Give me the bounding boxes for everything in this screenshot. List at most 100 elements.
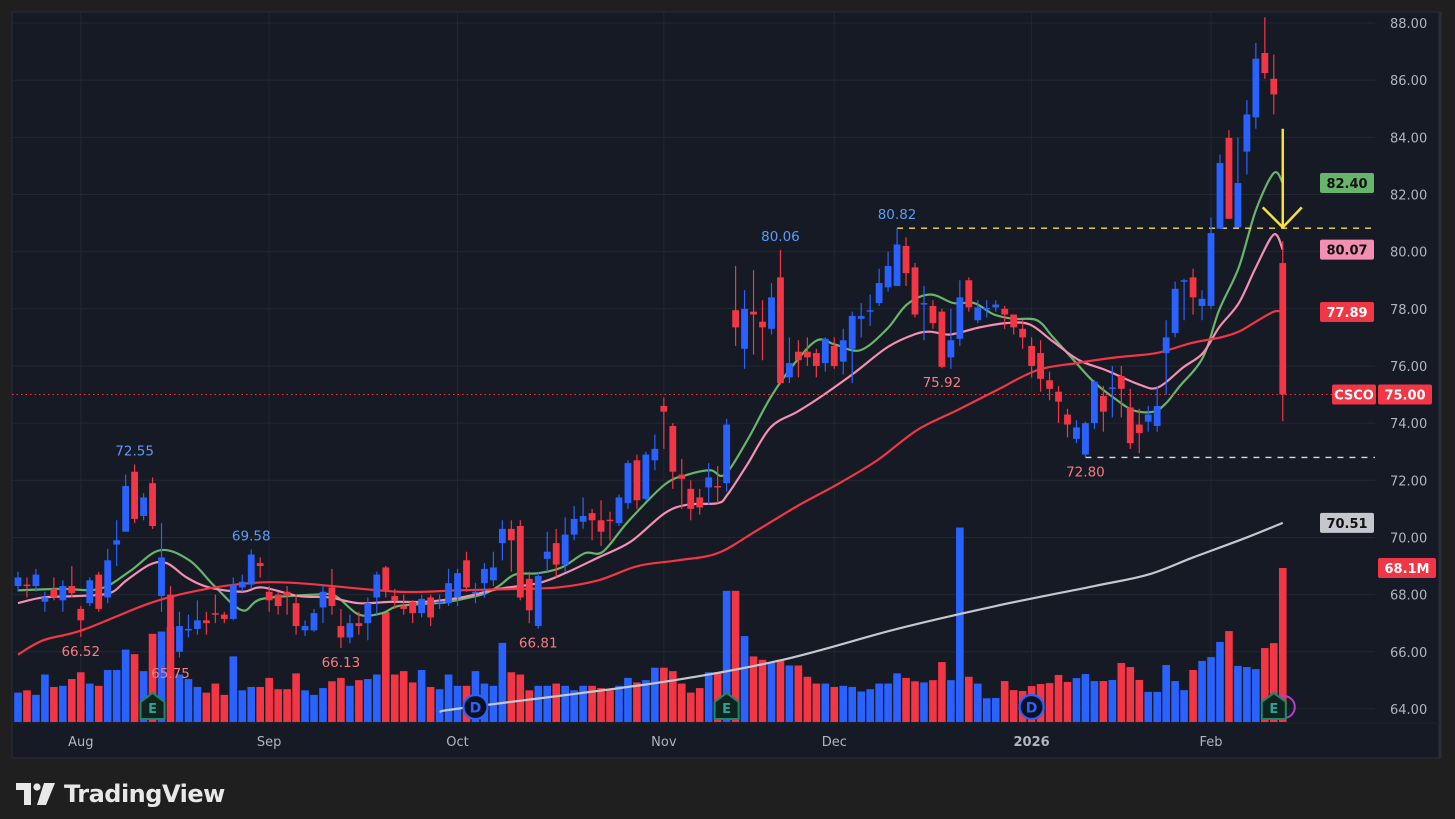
volume-bar — [991, 698, 1000, 722]
volume-bar — [695, 688, 704, 722]
candle-body — [400, 606, 408, 609]
candle — [1001, 305, 1009, 329]
volume-bar — [660, 667, 668, 722]
candle — [1117, 365, 1125, 418]
ma-value-badge-background — [1320, 239, 1374, 260]
candle — [660, 397, 668, 449]
price-tick-label: 88.00 — [1390, 17, 1427, 32]
candle-body — [1055, 391, 1062, 402]
candle — [194, 600, 201, 635]
candle-body — [104, 560, 112, 598]
candle — [786, 337, 793, 384]
candle-body — [140, 497, 147, 517]
time-axis[interactable]: Aug Sep Oct Nov Dec 2026 Feb — [68, 735, 1222, 750]
candle-body — [812, 353, 820, 366]
candle-body — [1153, 405, 1161, 426]
volume-bar — [821, 683, 830, 722]
last-price-badge-text: 75.00 — [1384, 389, 1425, 404]
candle-body — [1225, 137, 1233, 219]
candle-body — [490, 567, 497, 581]
candle-body — [920, 303, 928, 305]
candle — [669, 423, 677, 489]
candle-body — [893, 244, 901, 286]
volume-bar — [1135, 679, 1144, 722]
volume-bar — [606, 690, 614, 722]
candle — [1234, 137, 1242, 228]
volume-bar — [265, 677, 273, 722]
volume-bar — [740, 636, 749, 722]
candle — [211, 594, 219, 624]
candle — [516, 520, 524, 601]
down-arrow-annotation[interactable] — [1261, 128, 1303, 230]
ma-value-badge-text: 77.89 — [1326, 306, 1367, 321]
ma-value-badge: 82.40 — [1320, 173, 1374, 194]
ma-value-badge: 80.07 — [1320, 239, 1374, 260]
volume-bar — [283, 689, 291, 722]
earnings-marker[interactable]: E — [139, 691, 166, 720]
volume-bar — [32, 694, 40, 722]
volume-bar — [1090, 681, 1099, 722]
candle-body — [651, 448, 659, 461]
tradingview-logo[interactable]: TradingView — [16, 780, 225, 808]
candle — [50, 577, 58, 601]
candle-body — [382, 567, 390, 591]
volume-bar — [130, 654, 139, 722]
candle — [418, 594, 426, 618]
earnings-marker[interactable]: E — [1260, 691, 1296, 720]
volume-bar — [238, 690, 247, 722]
candle-body — [498, 528, 506, 544]
candle-body — [983, 307, 991, 310]
candle-body — [633, 460, 641, 501]
volume-bar — [1117, 662, 1126, 722]
volume-bar — [615, 685, 623, 722]
price-tick-label: 74.00 — [1390, 417, 1427, 432]
candle-body — [364, 603, 372, 624]
price-tick-label: 64.00 — [1390, 703, 1427, 718]
low-price-label: 66.13 — [322, 655, 361, 671]
volume-bar — [866, 689, 874, 722]
volume-bar — [1045, 683, 1054, 722]
volume-bar — [1216, 641, 1224, 722]
candle-body — [732, 310, 739, 328]
price-axis[interactable]: 88.00 86.00 84.00 82.00 80.00 78.00 76.00 74.00… — [1390, 17, 1427, 718]
candle — [723, 418, 731, 492]
volume-bar — [121, 649, 130, 722]
candle — [570, 506, 578, 541]
volume-bar — [1126, 667, 1135, 722]
candle — [104, 548, 112, 604]
candle-body — [50, 588, 58, 598]
candle — [158, 523, 165, 612]
earnings-marker[interactable]: E — [713, 691, 740, 720]
candle-body — [1243, 114, 1251, 152]
volume-bar — [444, 674, 453, 722]
candle-body — [552, 543, 560, 565]
candle-body — [1180, 280, 1188, 282]
candle — [445, 568, 452, 607]
symbol-badge-text: CSCO — [1334, 389, 1374, 404]
candle — [1082, 421, 1089, 458]
candle — [32, 568, 40, 592]
volume-bar — [310, 694, 318, 722]
candle-body — [974, 307, 982, 321]
dividend-marker[interactable]: D — [1018, 693, 1045, 721]
dividend-marker[interactable]: D — [462, 693, 489, 721]
volume-bar — [1189, 669, 1197, 722]
candle — [714, 465, 722, 504]
arrow-head[interactable] — [1261, 206, 1303, 230]
volume-bar — [1063, 681, 1072, 722]
candle — [463, 551, 470, 592]
volume-bar — [686, 692, 695, 722]
candle — [507, 520, 515, 572]
candle — [364, 597, 372, 641]
time-tick-label: Aug — [68, 735, 93, 750]
candle-body — [41, 597, 49, 602]
candle-body — [1198, 298, 1206, 306]
candle-body — [1091, 381, 1098, 424]
volume-bar — [561, 685, 569, 722]
candle — [1046, 371, 1053, 401]
candle-body — [167, 594, 174, 655]
volume-bar — [50, 686, 58, 722]
candle — [588, 508, 596, 541]
